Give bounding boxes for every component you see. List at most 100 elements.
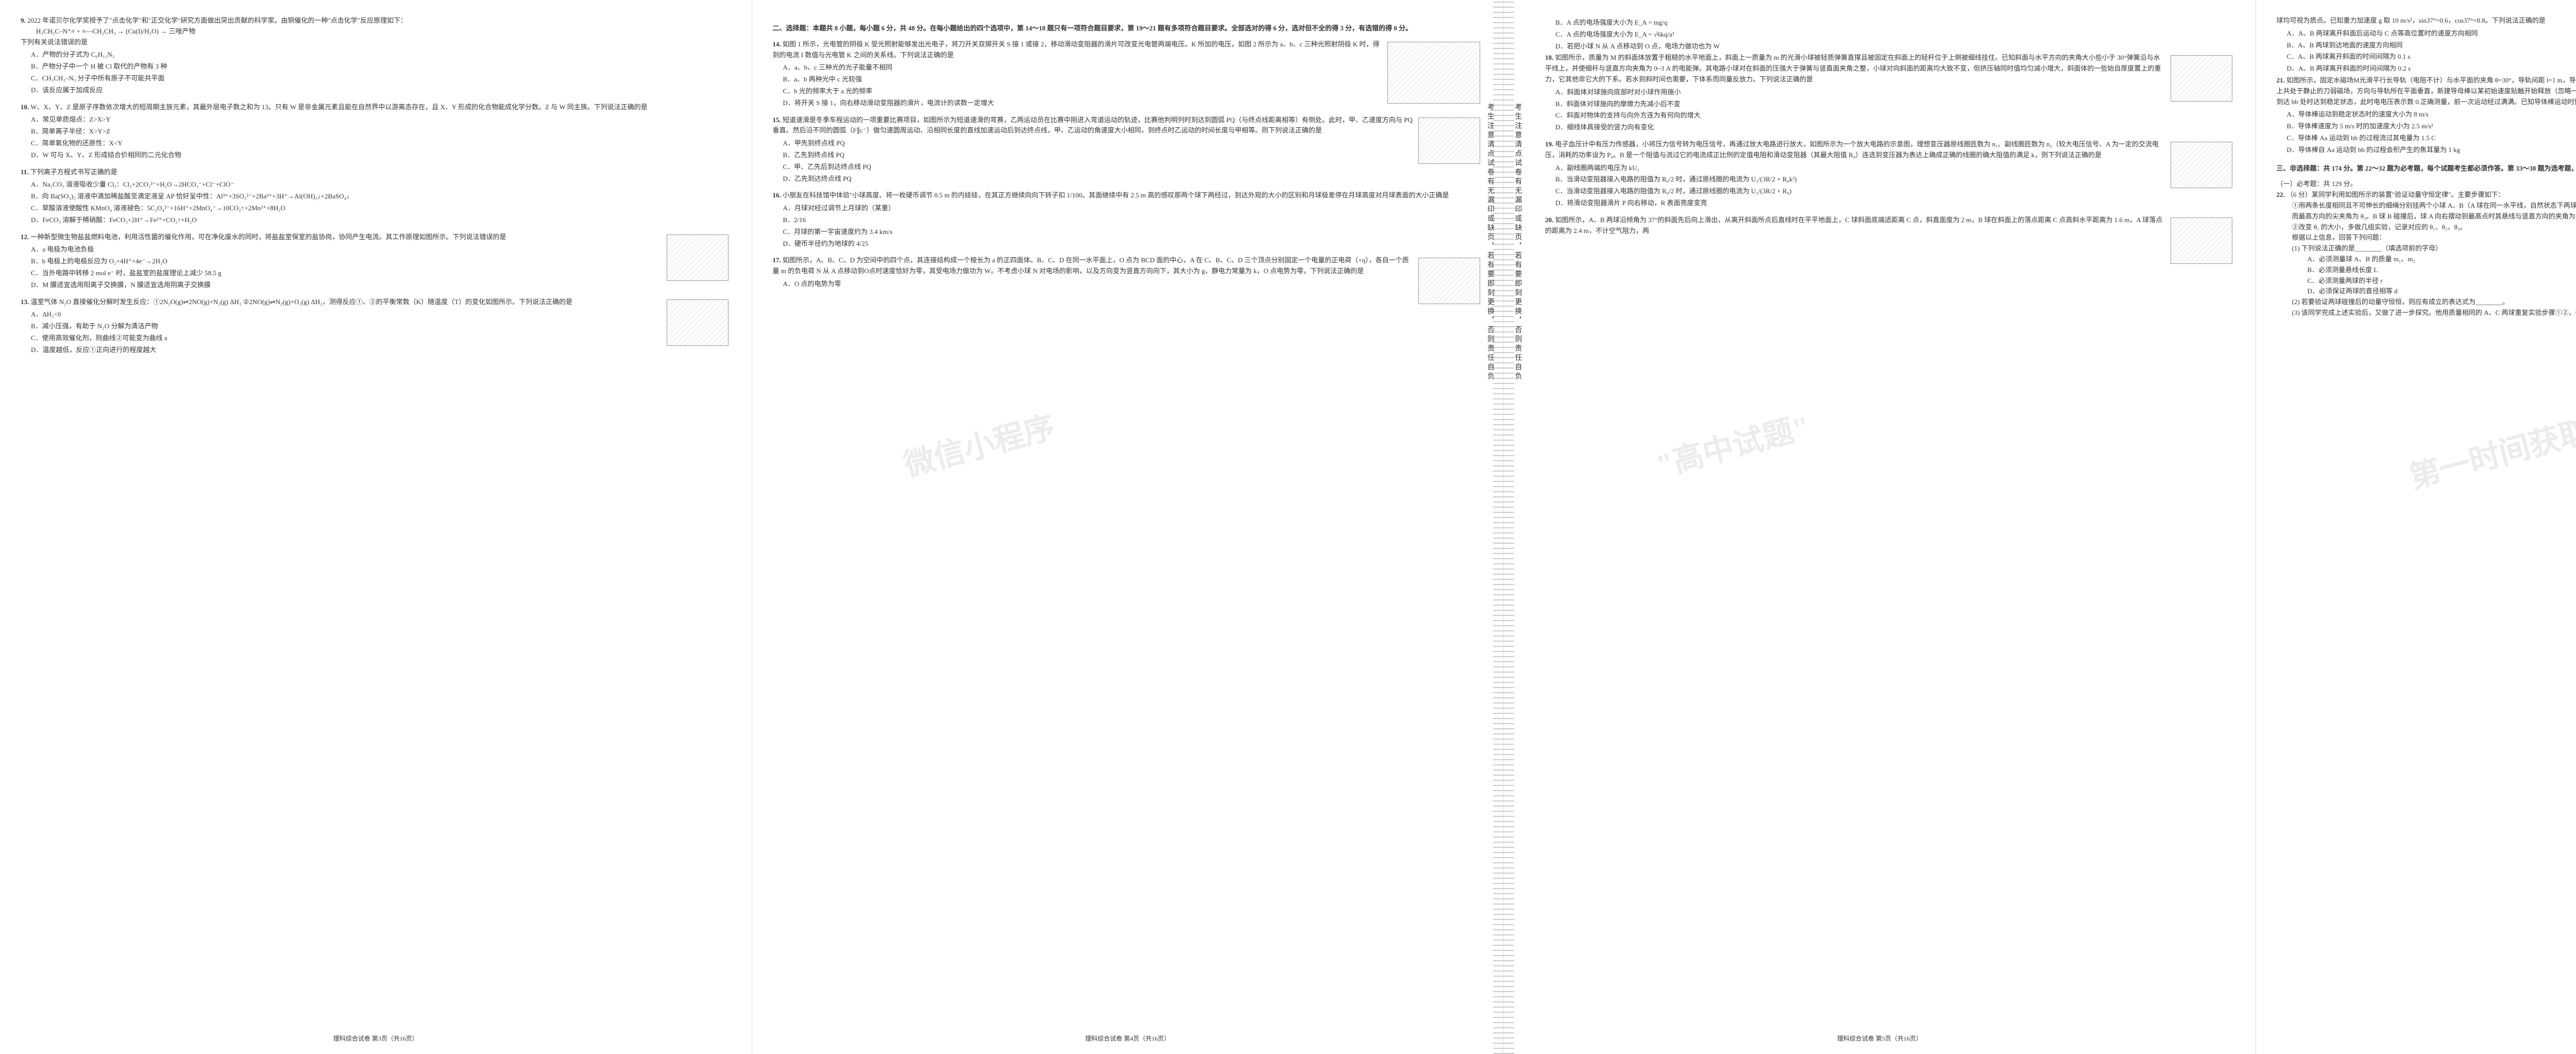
q13-text: 温室气体 N₂O 直接催化分解时发生反应：①2N₂O(g)⇌2NO(g)+N₂(…	[31, 298, 573, 306]
q18-opt-b: B．斜面体对球施向的摩擦力先减小后不变	[1555, 99, 2235, 110]
q16-opt-d: D．硬币半径约为地球的 4/25	[783, 239, 1483, 249]
q15-text: 短道速滑是冬季车程运动的一项重要比赛项目，如图所示为短道速滑的弯赛，乙两运动员在…	[773, 116, 1413, 135]
q11-opt-c: C．草酸溶液使酸性 KMnO₄ 溶液褪色：5C₂O₄²⁻+16H⁺+2MnO₄⁻…	[31, 203, 731, 214]
q19-opt-d: D．将滑动变阻器滑片 P 向右移动，R 表面亮度变亮	[1555, 198, 2235, 209]
question-11: 11. 下列离子方程式书写正确的是 A．Na₂CO₃ 溶液吸收少量 Cl₂：Cl…	[21, 167, 731, 226]
question-13: 13. 温室气体 N₂O 直接催化分解时发生反应：①2N₂O(g)⇌2NO(g)…	[21, 297, 731, 356]
question-21: 21. 如图所示，固定水磁场M光滑平行长导轨（电阻不计）与水平面的夹角 θ=30…	[2277, 75, 2576, 156]
q14-opt-d: D．将开关 S 接 1，向右移动滑动变阻器的滑片，电流计的读数一定增大	[783, 98, 1483, 109]
q10-options: A．常见单质熔点：Z>X>Y B．简单离子半径：X>Y>Z C．简单氧化物的还原…	[31, 114, 731, 160]
page6-content: 球均可视为质点。已知重力加速度 g 取 10 m/s²，sin37°=0.6，c…	[2277, 15, 2576, 325]
q20-opt-b: B．A、B 两球到达地面的速度方向相同	[2287, 40, 2576, 51]
page4-content: 二、选择题：本题共 8 小题，每小题 6 分，共 48 分。在每小题给出的四个选…	[773, 15, 1483, 307]
q11-text: 下列离子方程式书写正确的是	[30, 168, 117, 176]
page-5: "高中试题" 考生注意清点试卷有无漏印或缺页，若有要即刻更换，否则责任自负 B．…	[1504, 0, 2256, 1054]
q18-diagram	[2171, 55, 2232, 102]
q21-options: A．导体棒运动到稳定状态时的速度大小为 8 m/s B．导体棒速度为 5 m/s…	[2287, 109, 2576, 155]
q12-number: 12.	[21, 233, 29, 241]
q10-opt-b: B．简单离子半径：X>Y>Z	[31, 126, 731, 137]
q17-options: A．O 点的电势为零	[783, 279, 1483, 290]
q17-options-cont: B．A 点的电场强度大小为 E_A = mg/q C．A 点的电场强度大小为 E…	[1555, 18, 2235, 52]
q21-text: 如图所示，固定水磁场M光滑平行长导轨（电阻不计）与水平面的夹角 θ=30°，导轨…	[2277, 76, 2576, 106]
q17-text: 如图所示，A、B、C、D 为空间中的四个点，其连接结构成一个棱长为 a 的正四面…	[773, 256, 1409, 275]
page-6: 第一时间获取最新 球均可视为质点。已知重力加速度 g 取 10 m/s²，sin…	[2256, 0, 2576, 1054]
q22-sub-a: A．必须测量球 A、B 的质量 m₁、m₂	[2308, 254, 2576, 265]
q17-opt-d: D．若把小球 N 从 A 点移动到 O 点，电场力做功也为 W	[1555, 41, 2235, 52]
page3-content: 9. 2022 年诺贝尔化学奖授予了"点击化学"和"正交化学"研究方面做出突出贡…	[21, 15, 731, 362]
q14-opt-b: B．a、b 两种光中 c 光较强	[783, 74, 1483, 85]
q13-chart	[667, 299, 728, 346]
question-16: 16. 小朋友在科技馆中体验"小球高度、将一枚硬币调节 0.5 m 的内娃娃，在…	[773, 190, 1483, 249]
watermark-1: 微信小程序	[899, 403, 1061, 490]
q10-number: 10.	[21, 103, 29, 111]
q16-options: A．月球对经过调节上月球的（某重） B．2/16 C．月球的第一宇宙速度约为 3…	[783, 203, 1483, 249]
q12-opt-a: A．a 电极为电池负极	[31, 244, 731, 255]
q21-opt-d: D．导体棒自 Aa 运动到 bb 的过程会积产生的焦耳量为 1 kg	[2287, 145, 2576, 156]
q13-number: 13.	[21, 298, 29, 306]
q19-text: 电子血压计中有压力传感器，小将压力信号转为电压信号，再通过放大电路进行放大，如图…	[1545, 140, 2159, 159]
q13-options: A．ΔH₂<0 B．减小压强，有助于 N₂O 分解为清洁产物 C．使用高效催化剂…	[31, 309, 731, 355]
q20-diagram	[2171, 218, 2232, 264]
q20-continuation: 球均可视为质点。已知重力加速度 g 取 10 m/s²，sin37°=0.6，c…	[2277, 15, 2576, 26]
q13-opt-a: A．ΔH₂<0	[31, 309, 731, 320]
q19-options: A．副线圈两端的电压为 kU₁ B．当滑动变阻器接入电路的阻值为 R₀/2 时，…	[1555, 163, 2235, 209]
q21-opt-c: C．导体棒 Aa 运动到 bb 的过程流过其电量为 1.5 C	[2287, 133, 2576, 144]
watermark-3: 第一时间获取最新	[2404, 391, 2576, 503]
q20-number: 20.	[1545, 216, 1553, 224]
q9-options: A．产物的分子式为 C₆H₁₁N₃ B．产物分子中一个 H 被 Cl 取代的产物…	[31, 49, 731, 95]
q9-subtext: 下列有关说法错误的是	[21, 37, 731, 48]
question-20: 20. 如图所示，A、B 两球沿倾角为 37°的斜面先后向上滑出，从离开斜面所点…	[1545, 215, 2235, 237]
q16-opt-c: C．月球的第一宇宙速度约为 3.4 km/s	[783, 227, 1483, 238]
q20-opt-a: A．A、B 两球离开斜面后运动与 C 点等高位置时的速度方向相同	[2287, 28, 2576, 39]
q19-diagram	[2171, 142, 2232, 188]
q15-opt-a: A．甲先到终点线 PQ	[783, 138, 1483, 149]
q14-opt-a: A．a、b、c 三种光的光子能量不相同	[783, 62, 1483, 73]
q11-opt-b: B．向 Ba(SO₃)₂ 溶液中滴加稀盐酸至滴定液呈 AP 恰好呈中性：Al³⁺…	[31, 191, 731, 202]
q10-opt-a: A．常见单质熔点：Z>X>Y	[31, 114, 731, 125]
q18-options: A．斜面体对球施向底部时对小球作用施小 B．斜面体对球施向的摩擦力先减小后不变 …	[1555, 87, 2235, 133]
q22-steps: ①用两条长度相同且不可伸长的细绳分别挂两个小球 A、B（A 球在同一水平线，自然…	[2292, 200, 2576, 319]
q10-opt-c: C．简单氧化物的还原性：X<Y	[31, 138, 731, 149]
q13-opt-d: D．温度越低，反应①正向进行的程度越大	[31, 345, 731, 356]
q22-sub-d: D．必须保证两球的直径相等 d	[2308, 286, 2576, 297]
q18-opt-d: D．细线体具接受的竖力向有变化	[1555, 122, 2235, 133]
page4-footer: 理科综合试卷 第4页（共16页）	[752, 1034, 1504, 1044]
q22-blank3: (3) 该同学完成上述实验后，又做了进一步探究。他用质量相同的 A、C 两球重复…	[2292, 308, 2576, 319]
q15-opt-c: C．甲、乙先后到达终点线 PQ	[783, 162, 1483, 173]
q22-blank1: (1) 下列说法正确的是________（填选项前的字母）	[2292, 243, 2576, 254]
q19-opt-b: B．当滑动变阻器接入电路的阻值为 R₀/2 时，通过原线圈的电流为 U₁/(3R…	[1555, 174, 2235, 185]
q11-options: A．Na₂CO₃ 溶液吸收少量 Cl₂：Cl₂+2CO₃²⁻+H₂O→2HCO₃…	[31, 179, 731, 225]
q21-opt-a: A．导体棒运动到稳定状态时的速度大小为 8 m/s	[2287, 109, 2576, 120]
page5-footer: 理科综合试卷 第5页（共16页）	[1504, 1034, 2256, 1044]
q15-options: A．甲先到终点线 PQ B．乙先到终点线 PQ C．甲、乙先后到达终点线 PQ …	[783, 138, 1483, 184]
question-18: 18. 如图所示，质量为 M 的斜面体放置于粗糙的水平地面上，斜面上一质量为 m…	[1545, 53, 2235, 133]
q9-opt-d: D．该反应属于加成反应	[31, 85, 731, 96]
q18-text: 如图所示，质量为 M 的斜面体放置于粗糙的水平地面上，斜面上一质量为 m 的光滑…	[1545, 54, 2161, 83]
q11-opt-a: A．Na₂CO₃ 溶液吸收少量 Cl₂：Cl₂+2CO₃²⁻+H₂O→2HCO₃…	[31, 179, 731, 190]
q17-diagram	[1418, 258, 1480, 304]
q20-options: A．A、B 两球离开斜面后运动与 C 点等高位置时的速度方向相同 B．A、B 两…	[2287, 28, 2576, 74]
q9-opt-b: B．产物分子中一个 H 被 Cl 取代的产物有 3 种	[31, 61, 731, 72]
question-15: 15. 短道速滑是冬季车程运动的一项重要比赛项目，如图所示为短道速滑的弯赛，乙两…	[773, 115, 1483, 185]
q22-sub-b: B．必须测量悬线长度 L	[2308, 265, 2576, 276]
q18-opt-a: A．斜面体对球施向底部时对小球作用施小	[1555, 87, 2235, 98]
q17-opt-c: C．A 点的电场强度大小为 E_A = √6kq/a²	[1555, 29, 2235, 40]
question-10: 10. W、X、Y、Z 是原子序数依次增大的短周期主族元素，其最外层电子数之和为…	[21, 102, 731, 161]
q17-number: 17.	[773, 256, 781, 264]
section3-header: 三、非选择题：共 174 分。第 22～32 题为必考题，每个试题考生都必须作答…	[2277, 163, 2576, 174]
page-4: 微信小程序 考生注意清点试卷有无漏印或缺页，若有要即刻更换，否则责任自负 二、选…	[752, 0, 1504, 1054]
q9-reaction: H₃CH₂C–N⁺≡ + ≡—CH₂CH₃ → (Cu(I)/H₂O) → 三唑…	[36, 26, 731, 37]
q17-opt-b: B．A 点的电场强度大小为 E_A = mg/q	[1555, 18, 2235, 28]
q18-number: 18.	[1545, 54, 1553, 61]
q11-opt-d: D．FeCO₃ 溶解于稀硝酸：FeCO₃+2H⁺→Fe²⁺+CO₂↑+H₂O	[31, 215, 731, 226]
q22-step2: ②改变 θ₁ 的大小，多做几组实验，记录对应的 θ₁、θ₂、θ₃。	[2292, 222, 2576, 233]
q14-diagram	[1387, 42, 1480, 104]
q22-sub-opts: A．必须测量球 A、B 的质量 m₁、m₂ B．必须测量悬线长度 L C．必须测…	[2308, 254, 2576, 297]
page6-footer: 理科综合试卷 第6页（共16页）	[2256, 1034, 2576, 1044]
q22-step3: 根据以上信息，回答下列问题：	[2292, 232, 2576, 243]
q9-opt-a: A．产物的分子式为 C₆H₁₁N₃	[31, 49, 731, 60]
q15-number: 15.	[773, 116, 781, 124]
q9-number: 9.	[21, 16, 26, 24]
q20-opt-c: C．A、B 两球离开斜面的时间间隔为 0.1 s	[2287, 52, 2576, 62]
q19-opt-c: C．当滑动变阻器接入电路的阻值为 R₀/2 时，通过原线圈的电流为 U₁/(3R…	[1555, 186, 2235, 197]
